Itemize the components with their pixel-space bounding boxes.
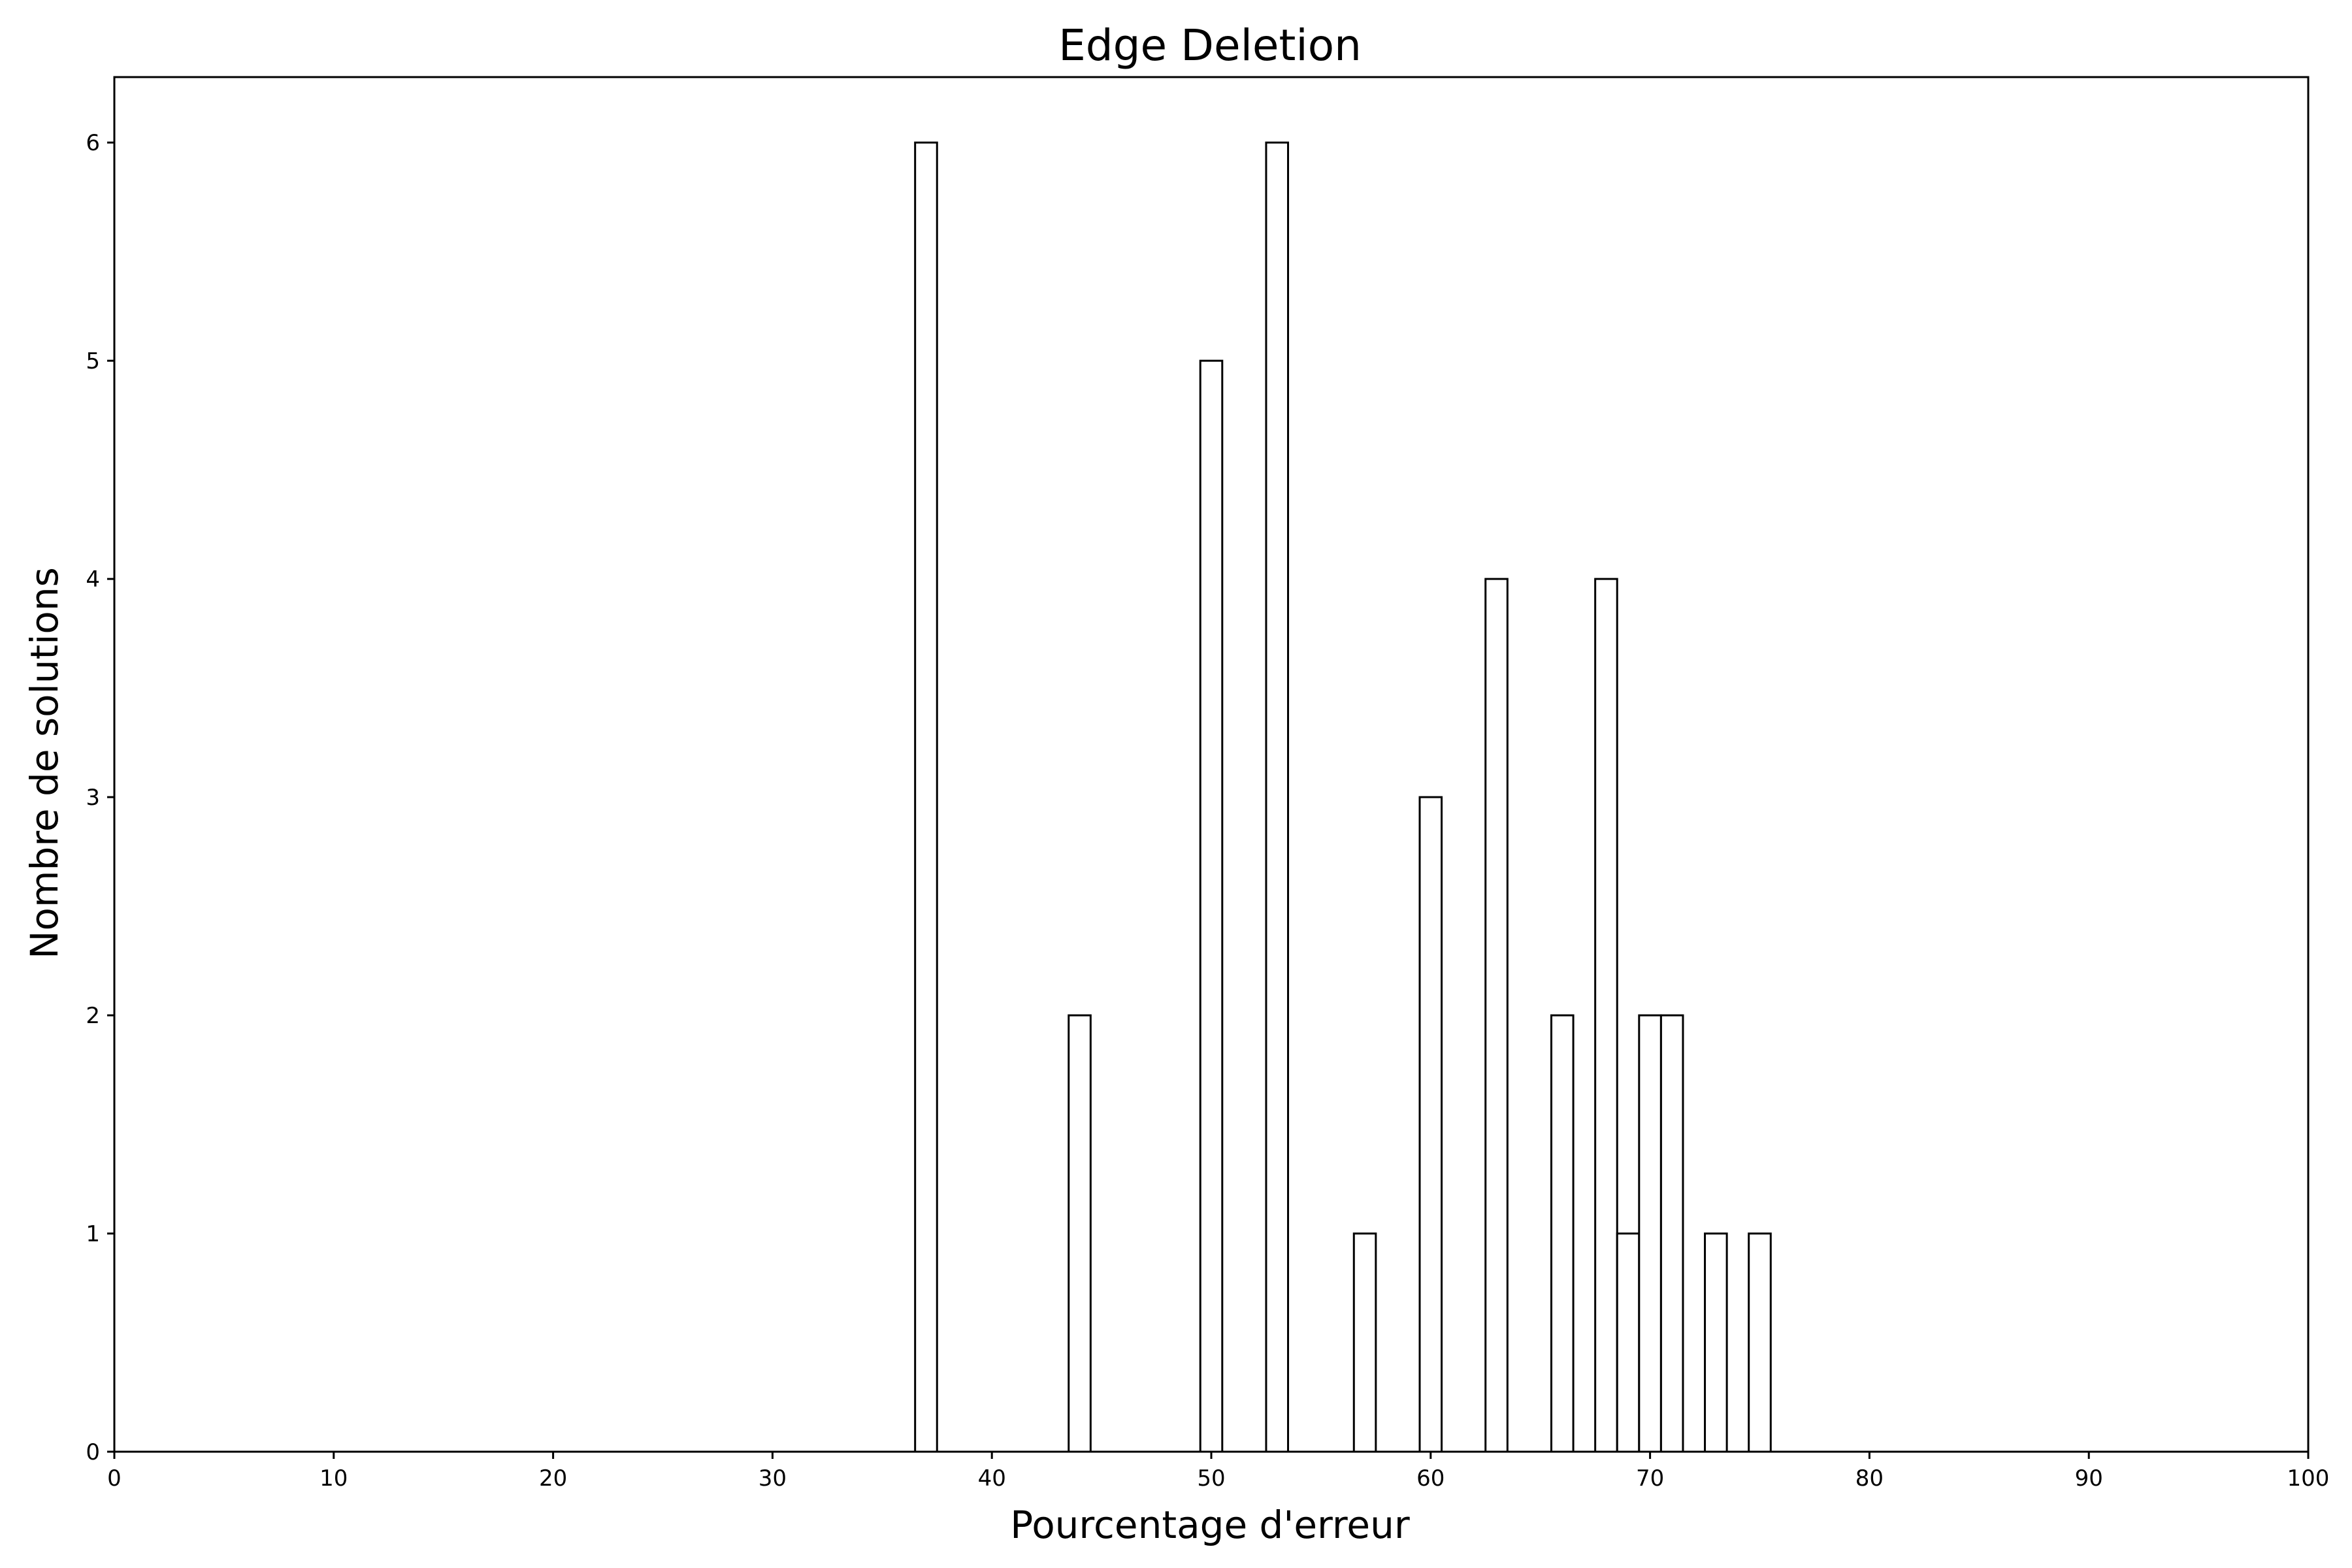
y-tick-label-2: 2 bbox=[86, 1003, 100, 1029]
histogram-bar-10 bbox=[1638, 1014, 1662, 1453]
histogram-bar-2 bbox=[1199, 359, 1224, 1453]
x-tick-label-8: 80 bbox=[1855, 1465, 1884, 1492]
x-axis-ticks: 0 10 20 30 40 50 60 70 80 90 100 bbox=[107, 1452, 2329, 1492]
histogram-bar-1 bbox=[1068, 1014, 1092, 1453]
histogram-bar-4 bbox=[1352, 1232, 1377, 1453]
y-axis-ticks: 0 1 2 3 4 5 6 bbox=[86, 130, 114, 1465]
x-tick-label-4: 40 bbox=[978, 1465, 1006, 1492]
y-tick-label-4: 4 bbox=[86, 566, 100, 593]
histogram-bar-9 bbox=[1616, 1232, 1641, 1453]
x-axis-title: Pourcentage d'erreur bbox=[1010, 1503, 1410, 1547]
histogram-bar-8 bbox=[1594, 578, 1618, 1453]
histogram-bar-13 bbox=[1748, 1232, 1772, 1453]
plot-frame bbox=[113, 76, 2310, 1453]
histogram-bar-11 bbox=[1659, 1014, 1684, 1453]
x-tick-label-1: 10 bbox=[319, 1465, 348, 1492]
x-tick-label-10: 100 bbox=[2287, 1465, 2330, 1492]
x-tick-label-6: 60 bbox=[1416, 1465, 1445, 1492]
x-tick-label-3: 30 bbox=[759, 1465, 787, 1492]
x-tick-label-9: 90 bbox=[2075, 1465, 2103, 1492]
histogram-bar-6 bbox=[1484, 578, 1509, 1453]
y-tick-label-1: 1 bbox=[86, 1221, 100, 1247]
y-tick-label-5: 5 bbox=[86, 348, 100, 374]
y-tick-label-3: 3 bbox=[86, 785, 100, 811]
y-tick-label-6: 6 bbox=[86, 130, 100, 156]
x-tick-label-7: 70 bbox=[1636, 1465, 1664, 1492]
y-tick-label-0: 0 bbox=[86, 1439, 100, 1465]
histogram-bar-5 bbox=[1418, 796, 1443, 1453]
x-tick-label-2: 20 bbox=[539, 1465, 567, 1492]
histogram-bar-12 bbox=[1704, 1232, 1728, 1453]
bars-layer bbox=[914, 141, 1772, 1453]
histogram-bar-0 bbox=[914, 141, 938, 1453]
x-tick-label-0: 0 bbox=[107, 1465, 122, 1492]
histogram-bar-7 bbox=[1550, 1014, 1575, 1453]
y-axis-title: Nombre de solutions bbox=[22, 567, 67, 959]
histogram-bar-3 bbox=[1265, 141, 1290, 1453]
x-tick-label-5: 50 bbox=[1197, 1465, 1225, 1492]
chart-title: Edge Deletion bbox=[1058, 20, 1362, 71]
